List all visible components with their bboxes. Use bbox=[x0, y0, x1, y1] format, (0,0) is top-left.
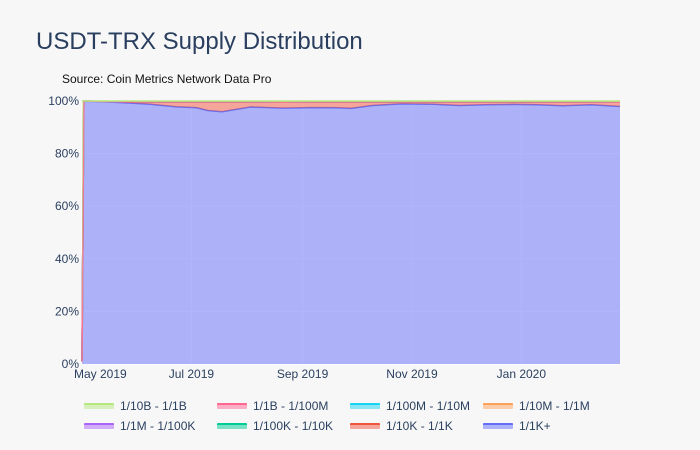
legend-item-1-1m-1-100k[interactable]: 1/1M - 1/100K bbox=[84, 417, 217, 435]
legend-swatch bbox=[84, 423, 114, 429]
x-tick-label: Sep 2019 bbox=[277, 367, 329, 381]
legend-swatch bbox=[350, 423, 380, 429]
chart-source-note: Source: Coin Metrics Network Data Pro bbox=[62, 72, 272, 86]
legend-swatch bbox=[217, 423, 247, 429]
x-tick-label: Nov 2019 bbox=[386, 367, 438, 381]
legend-label: 1/100M - 1/10M bbox=[386, 399, 471, 413]
area-1-1k bbox=[82, 101, 620, 365]
legend-item-1-100k-1-10k[interactable]: 1/100K - 1/10K bbox=[217, 417, 350, 435]
y-tick-label: 100% bbox=[48, 94, 79, 108]
chart-title: USDT-TRX Supply Distribution bbox=[36, 28, 363, 55]
y-tick-label: 0% bbox=[62, 357, 80, 371]
legend-label: 1/1B - 1/100M bbox=[253, 399, 329, 413]
legend-item-1-1b-1-100m[interactable]: 1/1B - 1/100M bbox=[217, 397, 350, 415]
legend-label: 1/1M - 1/100K bbox=[120, 419, 196, 433]
legend-label: 1/100K - 1/10K bbox=[253, 419, 334, 433]
legend-item-1-10m-1-1m[interactable]: 1/10M - 1/1M bbox=[483, 397, 616, 415]
legend-item-1-10b-1-1b[interactable]: 1/10B - 1/1B bbox=[84, 397, 217, 415]
legend-label: 1/10M - 1/1M bbox=[519, 399, 590, 413]
legend-swatch bbox=[350, 403, 380, 409]
legend-label: 1/1K+ bbox=[519, 419, 551, 433]
y-tick-label: 80% bbox=[55, 147, 79, 161]
x-tick-label: May 2019 bbox=[74, 367, 127, 381]
y-tick-label: 60% bbox=[55, 199, 79, 213]
legend-swatch bbox=[483, 403, 513, 409]
stacked-area-chart: 0% 20% 40% 60% 80% 100% May 2019 Jul 2019 Sep 20… bbox=[48, 94, 621, 381]
legend-swatch bbox=[217, 403, 247, 409]
chart-legend: 1/10B - 1/1B 1/1B - 1/100M 1/100M - 1/10M 1… bbox=[84, 397, 624, 435]
x-tick-label: Jul 2019 bbox=[169, 367, 215, 381]
legend-label: 1/10K - 1/1K bbox=[386, 419, 453, 433]
x-tick-label: Jan 2020 bbox=[497, 367, 547, 381]
legend-swatch bbox=[483, 423, 513, 429]
y-tick-label: 40% bbox=[55, 252, 79, 266]
legend-label: 1/10B - 1/1B bbox=[120, 399, 187, 413]
legend-item-1-1k[interactable]: 1/1K+ bbox=[483, 417, 616, 435]
y-tick-label: 20% bbox=[55, 304, 79, 318]
legend-item-1-10k-1-1k[interactable]: 1/10K - 1/1K bbox=[350, 417, 483, 435]
legend-swatch bbox=[84, 403, 114, 409]
legend-item-1-100m-1-10m[interactable]: 1/100M - 1/10M bbox=[350, 397, 483, 415]
